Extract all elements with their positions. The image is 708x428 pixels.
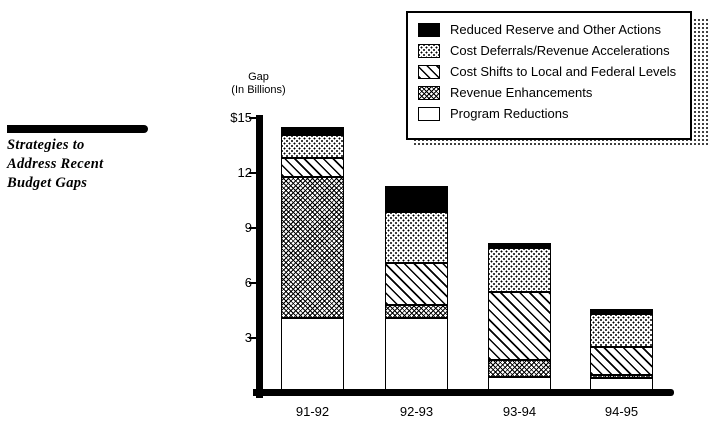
heading-rule-bar (7, 125, 148, 133)
x-label-94-95: 94-95 (604, 404, 639, 419)
bar-91-92 (281, 127, 344, 393)
bar-segment-93-94-pat-black (488, 242, 551, 249)
legend-swatch-crosshatch-icon (418, 85, 440, 100)
bar-segment-91-92-pat-white (281, 317, 344, 393)
figure-title: Strategies to Address Recent Budget Gaps (7, 136, 177, 193)
y-tick-label-15: $15 (230, 110, 252, 125)
bar-segment-94-95-pat-dots (590, 314, 653, 348)
bar-segment-91-92-pat-diag (281, 158, 344, 177)
y-tick-3 (249, 337, 257, 339)
y-tick-label-12: 12 (237, 165, 252, 180)
legend-swatch-dots-icon (418, 43, 440, 58)
legend-swatch-diagonal-icon (418, 64, 440, 79)
legend-label-4: Revenue Enhancements (450, 85, 593, 100)
bar-segment-93-94-pat-diag (488, 292, 551, 360)
bar-segment-92-93-pat-black (385, 185, 448, 212)
y-tick-label-9: 9 (214, 220, 252, 235)
figure-title-line-1: Strategies to (7, 137, 85, 153)
bar-93-94 (488, 242, 551, 393)
legend-label-3: Cost Shifts to Local and Federal Levels (450, 64, 677, 79)
bar-segment-91-92-pat-dots (281, 134, 344, 159)
y-axis-title-line-1: Gap (248, 71, 269, 83)
y-tick-9 (249, 227, 257, 229)
y-tick-6 (249, 282, 257, 284)
legend-label-5: Program Reductions (450, 106, 569, 121)
x-label-91-92: 91-92 (295, 404, 330, 419)
bar-segment-91-92-pat-cross (281, 176, 344, 318)
y-axis-line (256, 115, 263, 398)
legend: Reduced Reserve and Other Actions Cost De… (406, 11, 692, 140)
legend-label-2: Cost Deferrals/Revenue Accelerations (450, 43, 670, 58)
x-axis-line (253, 389, 674, 396)
y-tick-15 (249, 117, 257, 119)
y-tick-label-6: 6 (214, 275, 252, 290)
bar-segment-92-93-pat-cross (385, 305, 448, 318)
bar-segment-92-93-pat-dots (385, 211, 448, 263)
legend-item-5: Program Reductions (408, 103, 690, 124)
legend-label-1: Reduced Reserve and Other Actions (450, 22, 662, 37)
legend-item-2: Cost Deferrals/Revenue Accelerations (408, 40, 690, 61)
bar-segment-94-95-pat-diag (590, 347, 653, 375)
y-tick-label-3: 3 (214, 330, 252, 345)
figure-title-line-2: Address Recent (7, 156, 104, 172)
legend-item-3: Cost Shifts to Local and Federal Levels (408, 61, 690, 82)
bar-92-93 (385, 185, 448, 393)
y-axis-title: Gap (In Billions) (206, 71, 311, 97)
bar-segment-92-93-pat-white (385, 317, 448, 393)
legend-swatch-solid-black-icon (418, 22, 440, 37)
legend-item-1: Reduced Reserve and Other Actions (408, 19, 690, 40)
bar-segment-92-93-pat-diag (385, 262, 448, 305)
bar-segment-93-94-pat-cross (488, 360, 551, 377)
bar-segment-94-95-pat-black (590, 308, 653, 315)
x-label-92-93: 92-93 (399, 404, 434, 419)
bar-segment-94-95-pat-cross (590, 374, 653, 379)
legend-item-4: Revenue Enhancements (408, 82, 690, 103)
y-axis-title-line-2: (In Billions) (231, 84, 286, 96)
x-label-93-94: 93-94 (502, 404, 537, 419)
bar-segment-91-92-pat-black (281, 127, 344, 135)
figure-title-line-3: Budget Gaps (7, 175, 88, 191)
legend-swatch-white-icon (418, 106, 440, 121)
y-tick-12 (249, 172, 257, 174)
bar-94-95 (590, 308, 653, 393)
bar-segment-93-94-pat-dots (488, 248, 551, 293)
